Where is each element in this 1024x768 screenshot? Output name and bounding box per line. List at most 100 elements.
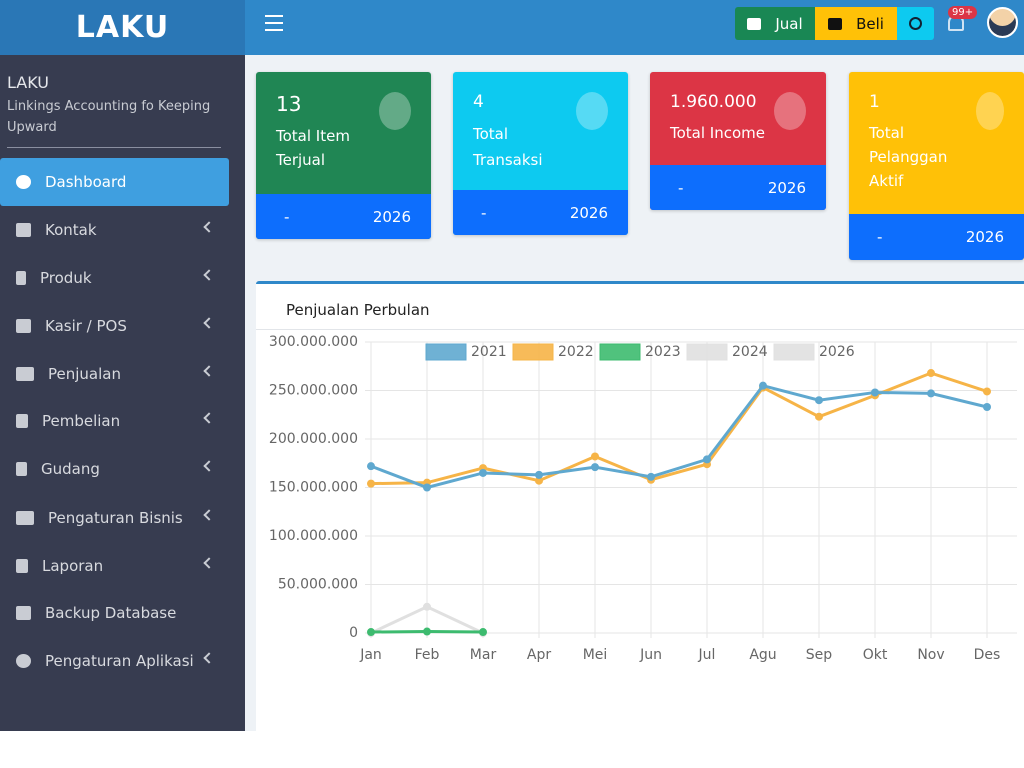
settings-button[interactable] xyxy=(897,7,934,40)
data-point xyxy=(423,483,431,492)
card-footer: - 2026 xyxy=(650,165,826,210)
menu-label: Kontak xyxy=(45,221,97,239)
menu-item[interactable]: Pengaturan Aplikasi xyxy=(0,637,229,685)
menu-item[interactable]: Gudang xyxy=(0,445,229,493)
card-icon xyxy=(774,92,806,130)
jual-button[interactable]: Jual xyxy=(735,7,815,40)
x-tick-label: Jan xyxy=(359,647,382,663)
menu-label: Gudang xyxy=(41,460,100,478)
y-tick-label: 100.000.000 xyxy=(269,528,358,544)
legend-swatch xyxy=(686,343,728,361)
divider xyxy=(7,147,221,148)
brand: LAKU xyxy=(7,73,49,92)
menu-item[interactable]: Produk xyxy=(0,254,229,302)
legend-label: 2026 xyxy=(819,344,855,360)
legend-swatch xyxy=(425,343,467,361)
y-tick-label: 150.000.000 xyxy=(269,480,358,496)
data-point xyxy=(815,396,823,405)
menu-label: Produk xyxy=(40,269,92,287)
sidebar: LAKU Linkings Accounting fo Keeping Upwa… xyxy=(0,55,245,731)
menu-label: Pembelian xyxy=(42,412,121,430)
legend-label: 2024 xyxy=(732,344,768,360)
card-value: 1.960.000 xyxy=(670,92,757,112)
menu-label: Backup Database xyxy=(45,604,177,622)
data-point xyxy=(871,388,879,397)
footer-right: 2026 xyxy=(965,228,1004,246)
legend-label: 2023 xyxy=(645,344,681,360)
data-point xyxy=(423,627,431,636)
menu-item[interactable]: Penjualan xyxy=(0,350,229,398)
x-tick-label: Mei xyxy=(583,647,608,663)
data-point xyxy=(423,602,431,611)
legend-label: 2022 xyxy=(558,344,594,360)
data-point xyxy=(983,402,991,411)
y-tick-label: 50.000.000 xyxy=(278,577,358,593)
stat-card: 1 Total Pelanggan Aktif - 2026 xyxy=(849,72,1024,260)
beli-label: Beli xyxy=(856,14,884,33)
data-point xyxy=(591,463,599,472)
menu-label: Pengaturan Aplikasi xyxy=(45,652,194,670)
data-point xyxy=(647,472,655,481)
legend-swatch xyxy=(512,343,554,361)
menu-label: Penjualan xyxy=(48,365,121,383)
card-value: 13 xyxy=(276,92,302,116)
y-tick-label: 300.000.000 xyxy=(269,334,358,350)
menu-item[interactable]: Laporan xyxy=(0,542,229,590)
data-point xyxy=(591,452,599,461)
x-tick-label: Nov xyxy=(917,647,944,663)
x-tick-label: Agu xyxy=(749,647,776,663)
data-point xyxy=(535,470,543,479)
menu-item[interactable]: Backup Database xyxy=(0,589,229,637)
menu-item[interactable]: Kasir / POS xyxy=(0,302,229,350)
y-tick-label: 200.000.000 xyxy=(269,431,358,447)
logo[interactable]: LAKU xyxy=(0,0,245,55)
menu-item[interactable]: Pembelian xyxy=(0,397,229,445)
data-point xyxy=(479,628,487,637)
footer-left: - xyxy=(284,207,290,226)
stat-card: 4 Total Transaksi - 2026 xyxy=(453,72,628,235)
footer-left: - xyxy=(678,178,684,197)
footer-left: - xyxy=(877,228,883,246)
divider xyxy=(256,329,1024,330)
data-point xyxy=(927,369,935,378)
legend-label: 2021 xyxy=(471,344,507,360)
card-icon xyxy=(976,92,1004,130)
menu-label: Pengaturan Bisnis xyxy=(48,509,183,527)
menu-label: Kasir / POS xyxy=(45,317,127,335)
menu-toggle[interactable] xyxy=(265,15,283,31)
card-label: Total Item Terjual xyxy=(276,127,350,169)
card-label: Total Income xyxy=(670,124,765,142)
x-tick-label: Feb xyxy=(415,647,440,663)
y-tick-label: 0 xyxy=(349,625,358,641)
data-point xyxy=(927,389,935,398)
chart-card-title: Penjualan Perbulan xyxy=(286,301,430,319)
menu-item[interactable]: Dashboard xyxy=(0,158,229,206)
card-label: Total Transaksi xyxy=(473,125,543,169)
chart-card: Penjualan Perbulan 0 50.000.000 100.000.00… xyxy=(256,281,1024,731)
x-tick-label: Des xyxy=(974,647,1001,663)
brand-subtitle: Linkings Accounting fo Keeping Upward xyxy=(7,99,211,135)
x-tick-label: Jul xyxy=(698,647,716,663)
menu-item[interactable]: Kontak xyxy=(0,206,229,254)
x-tick-label: Sep xyxy=(806,647,833,663)
card-icon xyxy=(576,92,608,130)
x-tick-label: Mar xyxy=(470,647,497,663)
card-value: 1 xyxy=(869,92,880,112)
card-footer: - 2026 xyxy=(256,194,431,239)
avatar[interactable] xyxy=(987,7,1018,38)
legend-swatch xyxy=(599,343,641,361)
footer-left: - xyxy=(481,203,487,222)
card-value: 4 xyxy=(473,92,484,112)
navbar: Jual Beli 99+ xyxy=(245,0,1024,55)
menu-item[interactable]: Pengaturan Bisnis xyxy=(0,494,229,542)
data-point xyxy=(367,628,375,637)
data-point xyxy=(815,412,823,421)
data-point xyxy=(535,476,543,485)
beli-button[interactable]: Beli xyxy=(815,7,897,40)
notification-badge: 99+ xyxy=(948,6,978,19)
data-point xyxy=(479,468,487,477)
y-tick-label: 250.000.000 xyxy=(269,383,358,399)
x-tick-label: Okt xyxy=(863,647,888,663)
chart: 0 50.000.000 100.000.000 150.000.000 200.000… xyxy=(269,334,1017,663)
